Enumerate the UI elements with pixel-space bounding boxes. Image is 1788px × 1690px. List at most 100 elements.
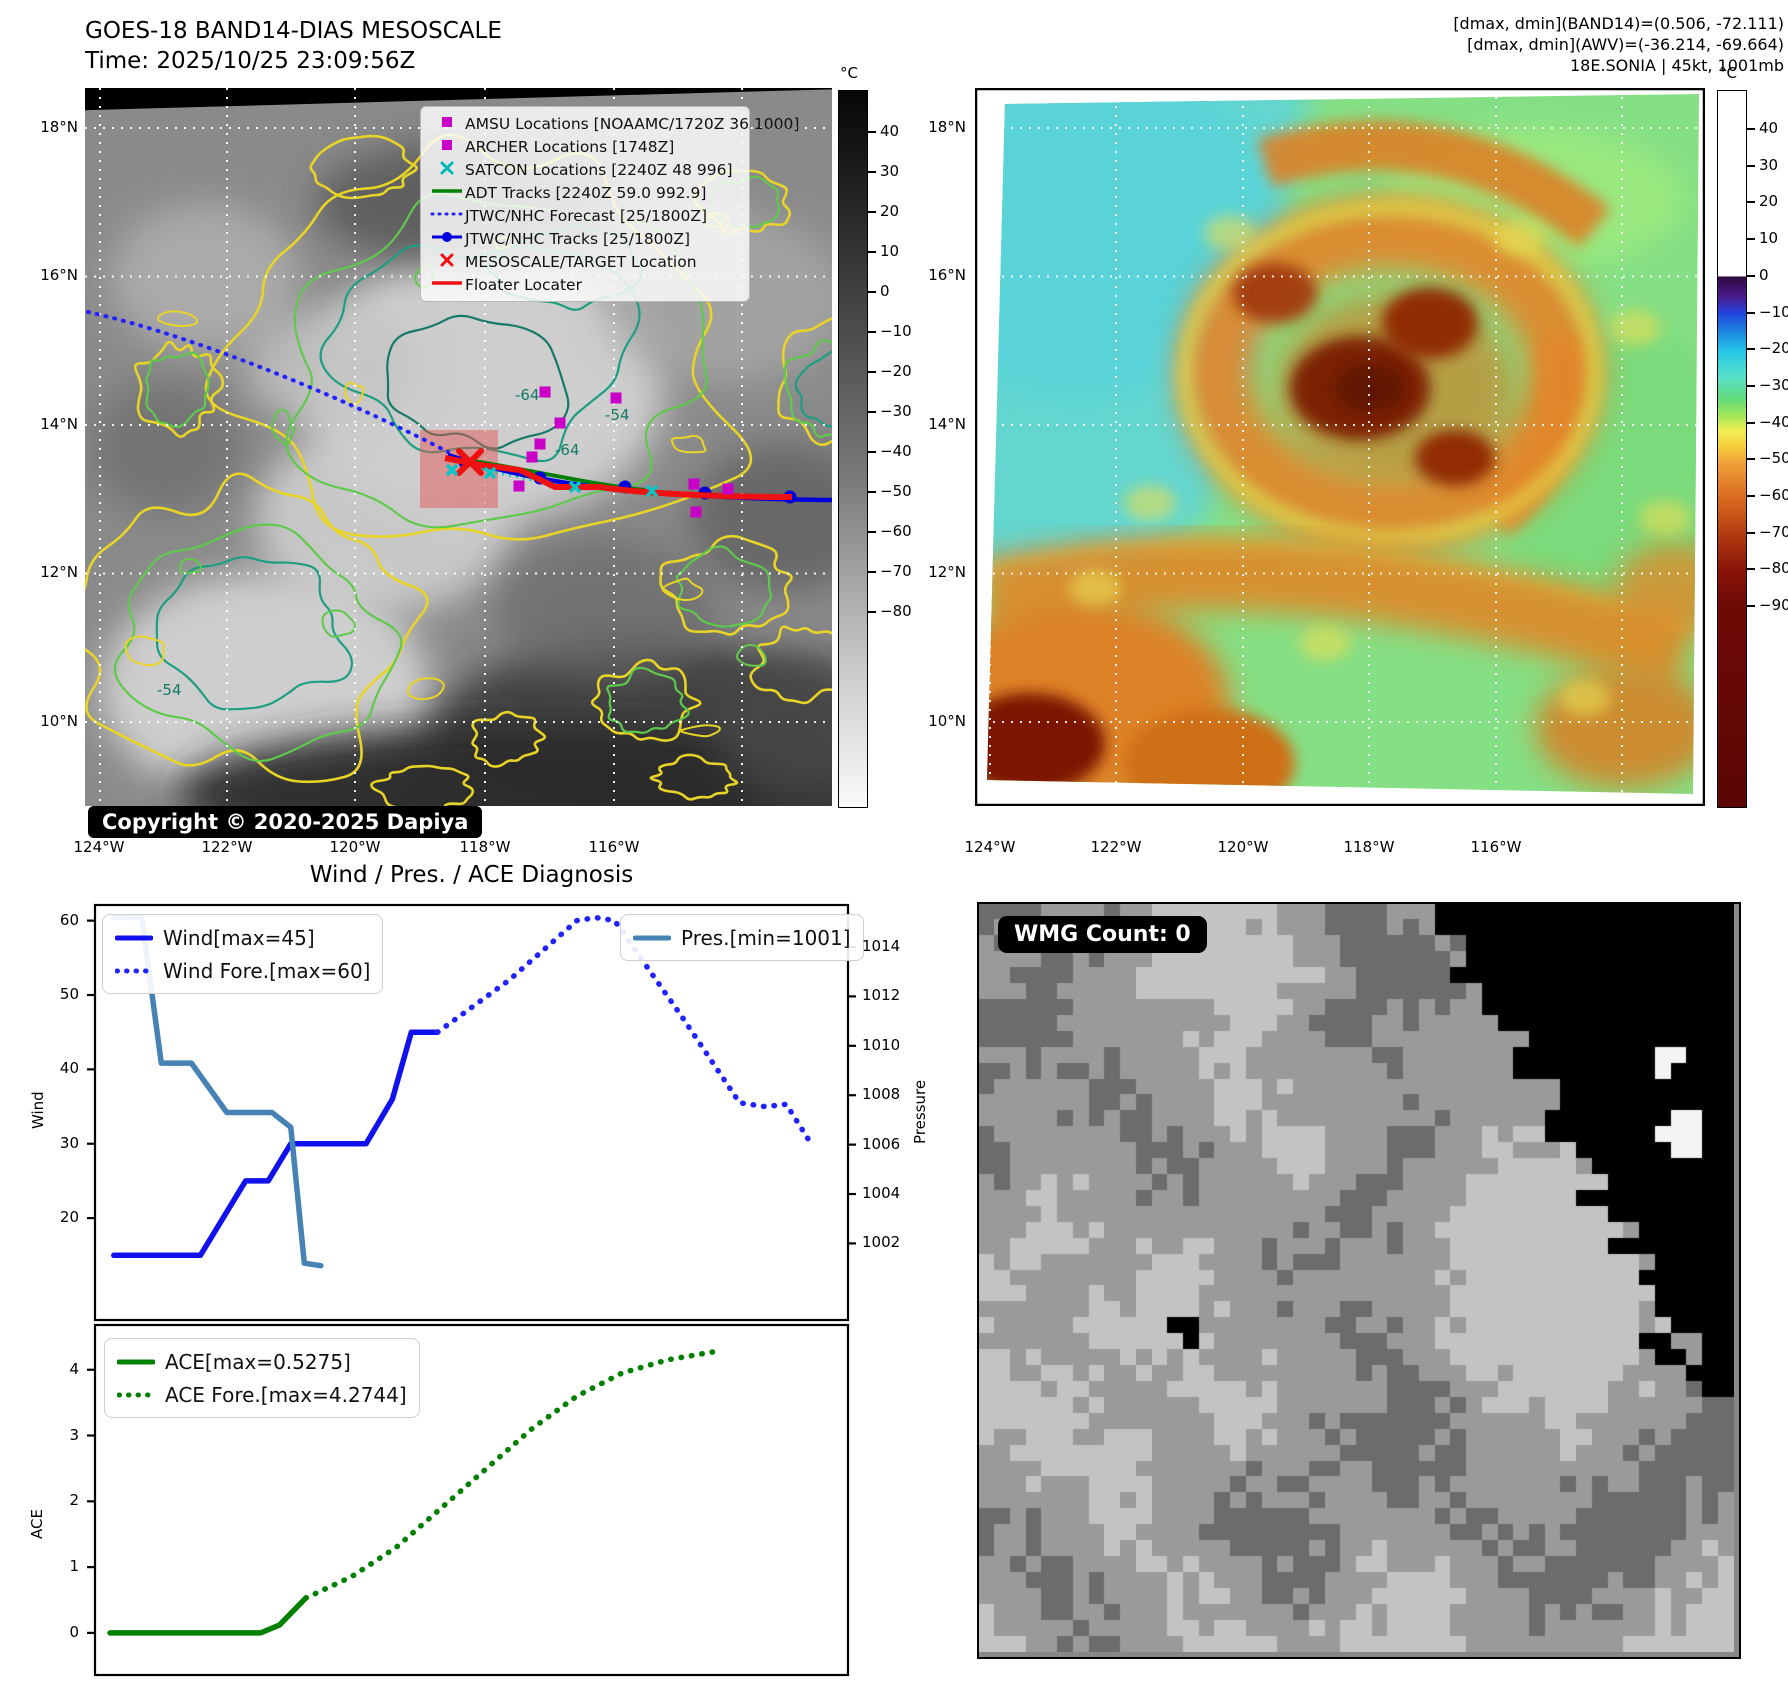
mesoscale-target-x — [456, 448, 484, 476]
colorbar-tick-label: 20 — [880, 202, 900, 220]
colorbar-tick-mark — [868, 211, 876, 213]
chart-legend-item: ACE[max=0.5275] — [116, 1345, 407, 1378]
amsu-archer-marker — [688, 478, 700, 490]
legend-item-label: MESOSCALE/TARGET Location — [465, 252, 697, 271]
colorbar-tick-label: 10 — [1759, 229, 1779, 248]
lat-label-right: 18°N — [928, 118, 966, 136]
lon-label-right: 118°W — [1343, 838, 1395, 856]
colorbar-tick-label: −50 — [1759, 449, 1788, 468]
legend-item: SATCON Locations [2240Z 48 996] — [429, 158, 741, 181]
satcon-marker — [568, 480, 582, 494]
lon-label-right: 120°W — [1217, 838, 1269, 856]
colorbar-tick-label: −90 — [1759, 596, 1788, 615]
legend-item-label: JTWC/NHC Tracks [25/1800Z] — [465, 229, 691, 248]
colorbar-tick-mark — [1747, 201, 1755, 204]
amsu-archer-marker — [690, 506, 702, 518]
colorbar-tick-mark — [868, 571, 876, 573]
colorbar-tick-mark — [868, 371, 876, 373]
y-tick-label: 2 — [69, 1491, 79, 1510]
legend-item: ADT Tracks [2240Z 59.0 992.9] — [429, 181, 741, 204]
diagnosis-chart-title: Wind / Pres. / ACE Diagnosis — [309, 862, 634, 888]
legend-item-label: SATCON Locations [2240Z 48 996] — [465, 160, 733, 179]
grayscale-colorbar — [838, 90, 868, 808]
amsu-archer-marker — [610, 392, 622, 404]
legend-item-label: ADT Tracks [2240Z 59.0 992.9] — [465, 183, 707, 202]
chart-legend-label: ACE Fore.[max=4.2744] — [165, 1382, 407, 1407]
y-tick-label: 1 — [69, 1557, 79, 1576]
legend-item-label: Floater Locater — [465, 275, 582, 294]
lon-label-left: 120°W — [329, 838, 381, 856]
amsu-archer-marker — [526, 451, 538, 463]
legend-item: JTWC/NHC Forecast [25/1800Z] — [429, 204, 741, 227]
chart-legend-item: Wind[max=45] — [114, 921, 370, 954]
line-swatch-icon — [114, 928, 154, 947]
wind-legend: Wind[max=45] Wind Fore.[max=60] — [102, 914, 384, 994]
x-icon — [429, 252, 465, 271]
line-swatch-icon — [632, 928, 672, 947]
lat-label-right: 14°N — [928, 415, 966, 433]
colorbar-unit-right: °C — [1719, 64, 1737, 82]
satcon-marker — [645, 484, 659, 498]
colorbar-tick-label: −80 — [880, 602, 912, 620]
chart-legend-item: Pres.[min=1001] — [632, 921, 851, 954]
colorbar-tick-label: 40 — [1759, 119, 1779, 137]
page-title: GOES-18 BAND14-DIAS MESOSCALE — [85, 18, 502, 44]
colorbar-tick-mark — [1747, 311, 1755, 314]
legend-item-label: AMSU Locations [NOAAMC/1720Z 36 1000] — [465, 114, 800, 133]
colorbar-tick-label: −50 — [880, 482, 912, 500]
lon-label-left: 116°W — [588, 838, 640, 856]
ace-chart — [87, 1323, 850, 1677]
colorbar-tick-mark — [1747, 568, 1755, 571]
chart-legend-label: ACE[max=0.5275] — [165, 1349, 351, 1374]
y-tick-label-right: 1004 — [862, 1184, 901, 1203]
colorbar-tick-label: 0 — [1759, 265, 1769, 284]
dotted-line-swatch-icon — [114, 961, 154, 980]
colorbar-tick-label: −30 — [1759, 375, 1788, 394]
legend-item: MESOSCALE/TARGET Location — [429, 250, 741, 273]
lat-label-right: 16°N — [928, 266, 966, 284]
contour-label: -64 — [555, 441, 580, 459]
colorbar-tick-mark — [868, 171, 876, 173]
map-legend: AMSU Locations [NOAAMC/1720Z 36 1000] ARC… — [420, 106, 799, 302]
wmg-image — [979, 904, 1734, 1652]
colorbar-tick-label: 0 — [880, 282, 890, 300]
y-tick-label: 0 — [69, 1622, 79, 1641]
square-icon — [429, 114, 465, 133]
chart-legend-label: Pres.[min=1001] — [681, 925, 851, 950]
chart-legend-label: Wind[max=45] — [163, 925, 315, 950]
legend-item: AMSU Locations [NOAAMC/1720Z 36 1000] — [429, 112, 799, 135]
dotted-line-icon — [429, 206, 465, 225]
legend-item-label: JTWC/NHC Forecast [25/1800Z] — [465, 206, 708, 225]
pressure-legend: Pres.[min=1001] — [620, 914, 864, 961]
x-icon — [429, 160, 465, 179]
color-satellite-map — [975, 88, 1705, 806]
colorbar-tick-mark — [868, 131, 876, 133]
line-icon — [429, 183, 465, 202]
colorbar-tick-mark — [1747, 421, 1755, 424]
legend-item-label: ARCHER Locations [1748Z] — [465, 137, 675, 156]
colorbar-tick-mark — [1747, 531, 1755, 534]
colorbar-tick-mark — [1747, 384, 1755, 387]
chart-legend-label: Wind Fore.[max=60] — [163, 958, 371, 983]
y-tick-label: 4 — [69, 1359, 79, 1378]
colorbar-tick-label: −20 — [880, 362, 912, 380]
y-tick-label-right: 1006 — [862, 1134, 901, 1153]
y-tick-label: 50 — [59, 984, 79, 1003]
temperature-colorbar — [1717, 90, 1747, 808]
pressure-axis-label: Pressure — [911, 1079, 929, 1144]
legend-item: JTWC/NHC Tracks [25/1800Z] — [429, 227, 741, 250]
colorbar-tick-label: 20 — [1759, 192, 1779, 211]
colorbar-unit-left: °C — [840, 64, 858, 82]
lon-label-left: 118°W — [459, 838, 511, 856]
lon-label-right: 116°W — [1470, 838, 1522, 856]
contour-label: -54 — [605, 406, 630, 424]
info-line-awv: [dmax, dmin](AWV)=(-36.214, -69.664) — [1467, 35, 1784, 54]
contour-label: -64 — [515, 386, 540, 404]
y-tick-label-right: 1002 — [862, 1233, 901, 1252]
colorbar-tick-mark — [868, 291, 876, 293]
line-swatch-icon — [116, 1352, 156, 1371]
colorbar-tick-label: −80 — [1759, 559, 1788, 578]
colorbar-tick-label: −70 — [1759, 522, 1788, 541]
y-tick-label: 30 — [59, 1133, 79, 1152]
ace-legend: ACE[max=0.5275] ACE Fore.[max=4.2744] — [104, 1338, 420, 1418]
